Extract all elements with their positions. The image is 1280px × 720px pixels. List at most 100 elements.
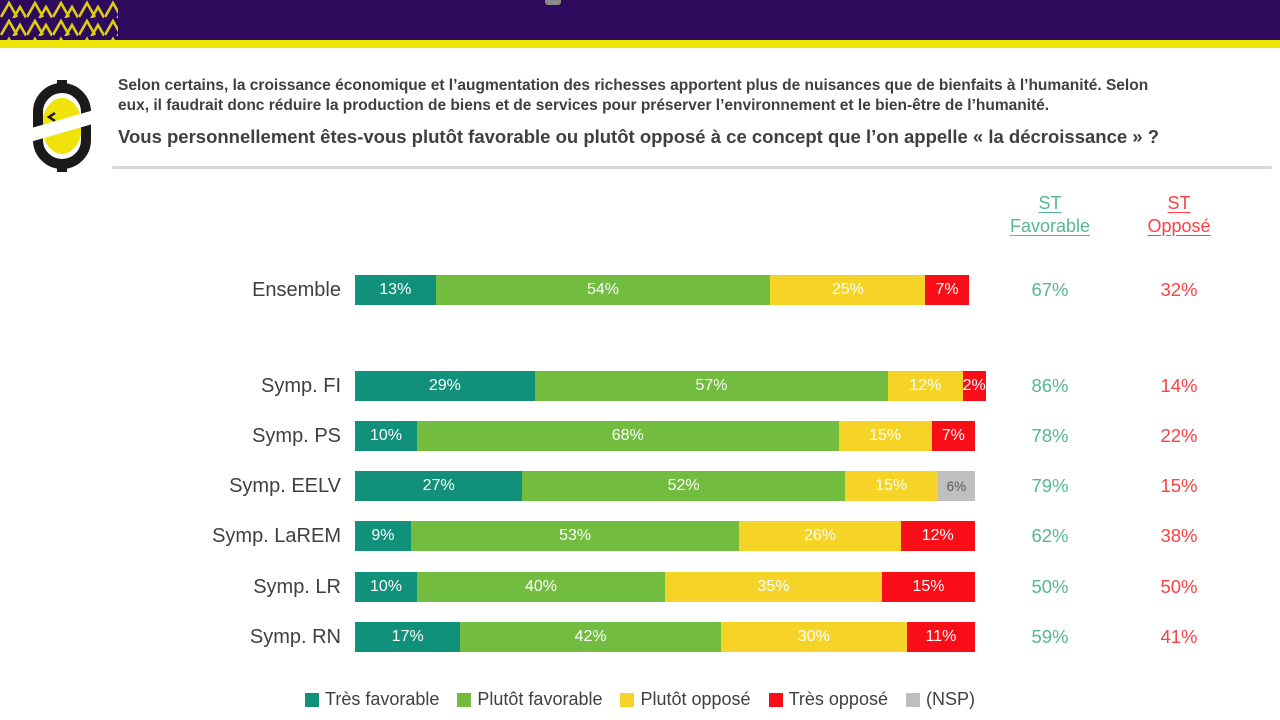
bar-segment-plutot-oppose: 12% — [888, 371, 963, 401]
bar-segment-plutot-oppose: 15% — [838, 421, 932, 451]
bar-segment-value: 10% — [369, 427, 403, 444]
st-favorable-header: ST Favorable — [975, 192, 1125, 238]
bar-segment-nsp: 6% — [937, 471, 975, 501]
bar-segment-plutot-oppose: 15% — [844, 471, 938, 501]
bar-segment-value: 17% — [391, 628, 424, 645]
bar-segment-plutot-favorable: 52% — [522, 471, 845, 501]
bar-segment-value: 27% — [422, 477, 455, 494]
question-line-2: eux, il faudrait donc réduire la product… — [118, 97, 1050, 114]
yellow-stripe — [0, 40, 1280, 48]
bar-segment-value: 15% — [869, 427, 902, 444]
st-oppose-value: 22% — [1160, 425, 1198, 446]
bar-segment-value: 6% — [946, 478, 967, 494]
category-label: Symp. RN — [249, 626, 341, 648]
legend-item-tres-oppose: Très opposé — [768, 689, 888, 710]
bar-track: 27% 52% 15% 6% — [355, 471, 975, 501]
legend-swatch-icon — [905, 692, 920, 707]
st-oppose-header-line1: ST — [1167, 193, 1191, 213]
bar-segment-tres-favorable: 29% — [355, 371, 535, 401]
bar-track: 10% 68% 15% 7% — [355, 421, 975, 451]
legend-swatch-icon — [305, 692, 320, 707]
bar-segment-plutot-oppose: 25% — [770, 275, 926, 305]
bar-segment-tres-oppose: 7% — [931, 421, 975, 451]
bar-segment-value: 29% — [428, 377, 461, 394]
bar-track: 9% 53% 26% 12% — [355, 521, 975, 551]
legend-label: Plutôt opposé — [640, 689, 751, 709]
legend-item-nsp: (NSP) — [905, 689, 975, 710]
category-label: Symp. LaREM — [212, 525, 341, 547]
st-favorable-value: 59% — [1031, 626, 1069, 647]
legend-swatch-icon — [620, 692, 635, 707]
bar-segment-value: 12% — [909, 377, 942, 394]
st-oppose-value: 15% — [1160, 475, 1198, 496]
category-label: Symp. EELV — [229, 475, 341, 497]
st-oppose-value: 41% — [1160, 626, 1198, 647]
bar-segment-value: 13% — [379, 281, 412, 298]
bar-segment-plutot-favorable: 42% — [460, 622, 721, 652]
bar-track: 13% 54% 25% 7% — [355, 275, 975, 305]
bar-segment-value: 9% — [371, 527, 395, 544]
st-oppose-value: 14% — [1160, 375, 1198, 396]
legend-swatch-icon — [457, 692, 472, 707]
legend-item-plutot-oppose: Plutôt opposé — [620, 689, 751, 710]
st-favorable-value: 50% — [1031, 576, 1069, 597]
bar-segment-value: 7% — [935, 281, 959, 298]
chart-row-symp-rn: Symp. RN 17% 42% 30% 11% 59% 41% — [0, 622, 1233, 652]
bar-segment-value: 26% — [803, 527, 836, 544]
bar-track: 29% 57% 12% 2% — [355, 371, 986, 401]
bar-segment-value: 25% — [831, 281, 864, 298]
st-favorable-value: 79% — [1031, 475, 1069, 496]
bar-segment-value: 2% — [962, 377, 986, 394]
bar-segment-value: 53% — [559, 527, 592, 544]
bar-track: 17% 42% 30% 11% — [355, 622, 975, 652]
bar-segment-value: 12% — [921, 527, 954, 544]
question-line-1: Selon certains, la croissance économique… — [118, 77, 1149, 94]
bar-segment-tres-favorable: 27% — [355, 471, 523, 501]
category-label: Symp. FI — [260, 375, 341, 397]
legend-item-plutot-favorable: Plutôt favorable — [457, 689, 602, 710]
top-band-marker — [545, 0, 561, 5]
st-oppose-header: ST Opposé — [1125, 192, 1233, 238]
legend-label: Très favorable — [325, 689, 440, 709]
pollster-logo-icon — [30, 80, 94, 172]
st-favorable-value: 67% — [1031, 279, 1069, 300]
bar-segment-value: 11% — [925, 628, 957, 645]
st-oppose-value: 50% — [1160, 576, 1198, 597]
legend-label: Très opposé — [788, 689, 888, 709]
bar-segment-plutot-favorable: 57% — [534, 371, 889, 401]
st-favorable-header-line1: ST — [1038, 193, 1062, 213]
bar-segment-tres-oppose: 12% — [900, 521, 975, 551]
st-oppose-header-line2: Opposé — [1147, 216, 1211, 236]
chart-row-symp-larem: Symp. LaREM 9% 53% 26% 12% 62% 38% — [0, 521, 1233, 551]
bar-segment-plutot-favorable: 54% — [435, 275, 771, 305]
bar-segment-tres-favorable: 10% — [355, 572, 417, 602]
separator-line — [112, 166, 1272, 169]
question-line-3: Vous personnellement êtes-vous plutôt fa… — [118, 126, 1160, 147]
bar-segment-value: 15% — [912, 578, 945, 595]
zigzag-pattern — [0, 0, 118, 40]
bar-segment-plutot-oppose: 30% — [720, 622, 907, 652]
chart-row-ensemble: Ensemble 13% 54% 25% 7% 67% 32% — [0, 275, 1233, 305]
st-favorable-value: 78% — [1031, 425, 1069, 446]
bar-segment-plutot-favorable: 40% — [417, 572, 665, 602]
bar-segment-tres-favorable: 10% — [355, 421, 417, 451]
bar-segment-plutot-oppose: 35% — [665, 572, 882, 602]
st-favorable-value: 86% — [1031, 375, 1069, 396]
bar-segment-plutot-favorable: 53% — [410, 521, 740, 551]
bar-segment-plutot-favorable: 68% — [417, 421, 839, 451]
legend-item-tres-favorable: Très favorable — [305, 689, 439, 710]
bar-segment-value: 35% — [757, 578, 790, 595]
bar-segment-tres-favorable: 13% — [355, 275, 436, 305]
bar-segment-tres-favorable: 17% — [355, 622, 461, 652]
top-banner — [0, 0, 1280, 40]
bar-segment-value: 54% — [586, 281, 619, 298]
chart-legend: Très favorable Plutôt favorable Plutôt opp… — [0, 689, 1280, 710]
bar-segment-value: 10% — [369, 578, 403, 595]
category-label: Symp. PS — [252, 425, 341, 447]
chart-row-symp-fi: Symp. FI 29% 57% 12% 2% 86% 14% — [0, 371, 1233, 401]
legend-swatch-icon — [768, 692, 783, 707]
legend-label: (NSP) — [925, 689, 975, 709]
bar-segment-tres-oppose: 15% — [882, 572, 975, 602]
question-block: Selon certains, la croissance économique… — [118, 76, 1273, 149]
